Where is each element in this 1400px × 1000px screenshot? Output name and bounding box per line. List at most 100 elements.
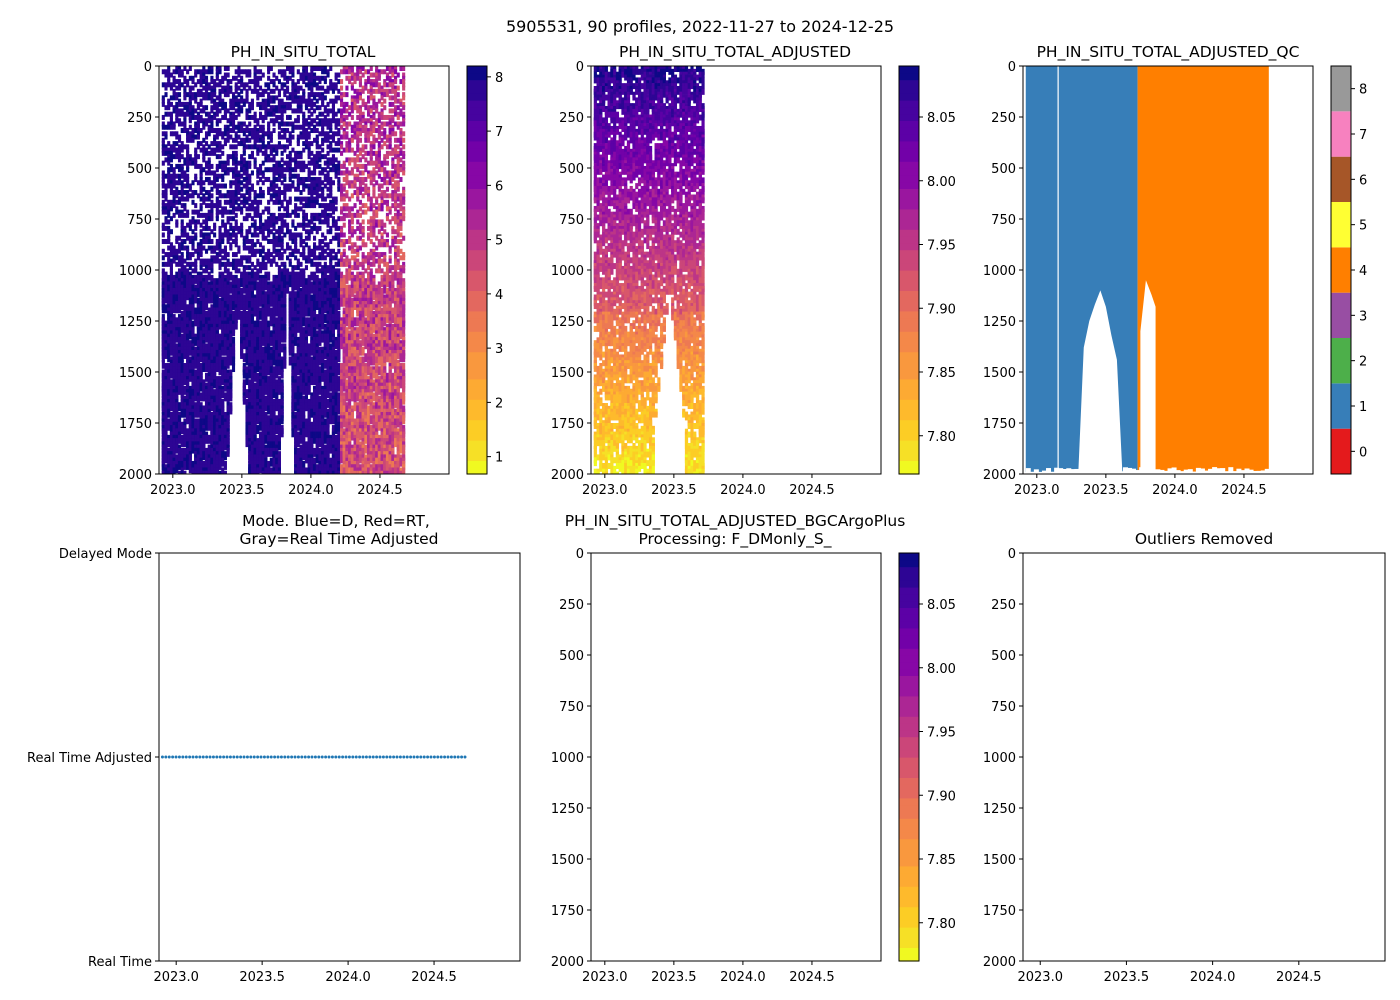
heatmap-cell xyxy=(264,434,268,444)
heatmap-cell xyxy=(196,470,200,474)
heatmap-cell xyxy=(204,261,209,267)
heatmap-cell xyxy=(321,92,325,98)
heatmap-cell xyxy=(194,98,198,104)
heatmap-cell xyxy=(213,297,217,307)
heatmap-cell xyxy=(186,82,190,88)
heatmap-cell xyxy=(264,154,268,160)
heatmap-cell xyxy=(191,75,195,81)
heatmap-cell xyxy=(267,157,271,163)
heatmap-cell xyxy=(204,176,209,182)
heatmap-cell xyxy=(180,128,184,134)
heatmap-cell xyxy=(258,310,263,320)
heatmap-cell xyxy=(261,101,265,107)
heatmap-cell xyxy=(294,212,298,218)
heatmap-cell xyxy=(223,359,227,369)
heatmap-cell xyxy=(213,203,217,209)
heatmap-cell xyxy=(175,186,179,192)
heatmap-cell xyxy=(339,114,344,120)
heatmap-cell xyxy=(331,137,335,143)
heatmap-cell xyxy=(177,180,182,186)
heatmap-cell xyxy=(207,92,211,98)
heatmap-cell xyxy=(261,222,265,228)
heatmap-cell xyxy=(213,346,217,356)
heatmap-cell xyxy=(242,101,246,107)
heatmap-cell xyxy=(323,349,327,359)
heatmap-cell xyxy=(210,206,214,212)
heatmap-cell xyxy=(331,167,335,173)
heatmap-cell xyxy=(161,101,165,107)
heatmap-cell xyxy=(264,369,268,379)
heatmap-cell xyxy=(196,128,200,134)
heatmap-cell xyxy=(304,222,308,228)
heatmap-cell xyxy=(294,310,298,320)
heatmap-cell xyxy=(326,108,330,114)
heatmap-cell xyxy=(215,147,219,153)
heatmap-cell xyxy=(180,232,184,238)
heatmap-cell xyxy=(253,134,257,140)
heatmap-cell xyxy=(207,421,211,431)
heatmap-cell xyxy=(164,209,168,215)
heatmap-cell xyxy=(234,173,238,179)
heatmap-cell xyxy=(248,196,252,202)
heatmap-cell xyxy=(294,372,298,382)
heatmap-cell xyxy=(186,209,190,215)
heatmap-cell xyxy=(269,229,273,235)
heatmap-cell xyxy=(223,421,227,431)
heatmap-cell xyxy=(258,333,263,343)
heatmap-cell xyxy=(329,444,333,454)
heatmap-cell xyxy=(337,454,341,464)
heatmap-cell xyxy=(226,333,230,343)
heatmap-cell xyxy=(229,382,233,392)
heatmap-cell xyxy=(191,379,195,389)
heatmap-cell xyxy=(240,79,244,85)
heatmap-cell xyxy=(323,95,327,101)
heatmap-cell xyxy=(194,114,198,120)
heatmap-cell xyxy=(288,346,292,356)
heatmap-cell xyxy=(188,111,192,117)
heatmap-cell xyxy=(204,363,209,373)
heatmap-cell xyxy=(240,232,244,238)
heatmap-cell xyxy=(175,118,179,124)
heatmap-cell xyxy=(180,212,184,218)
heatmap-cell xyxy=(304,255,308,261)
heatmap-cell xyxy=(213,88,217,94)
heatmap-cell xyxy=(196,193,200,199)
heatmap-cell xyxy=(237,170,241,176)
heatmap-cell xyxy=(310,105,314,111)
heatmap-cell xyxy=(267,111,271,117)
heatmap-cell xyxy=(194,147,198,153)
heatmap-cell xyxy=(199,176,203,182)
heatmap-cell xyxy=(175,105,179,111)
heatmap-cell xyxy=(283,261,287,267)
heatmap-cell xyxy=(312,376,317,386)
heatmap-cell xyxy=(283,268,287,274)
heatmap-cell xyxy=(194,392,198,402)
heatmap-cell xyxy=(275,147,279,153)
heatmap-cell xyxy=(180,121,184,127)
heatmap-cell xyxy=(304,199,308,205)
heatmap-cell xyxy=(164,467,168,474)
heatmap-cell xyxy=(183,114,187,120)
heatmap-cell xyxy=(256,212,260,218)
heatmap-cell xyxy=(296,134,300,140)
heatmap-cell xyxy=(175,271,179,281)
heatmap-cell xyxy=(312,82,317,88)
heatmap-cell xyxy=(204,225,209,231)
heatmap-cell xyxy=(250,314,254,324)
heatmap-cell xyxy=(237,92,241,98)
heatmap-cell xyxy=(256,137,260,143)
heatmap-cell xyxy=(186,255,190,261)
heatmap-cell xyxy=(315,454,319,464)
heatmap-cell xyxy=(167,69,171,75)
heatmap-cell xyxy=(337,167,341,173)
heatmap-cell xyxy=(296,105,300,111)
heatmap-cell xyxy=(323,268,327,274)
heatmap-cell xyxy=(250,467,254,474)
heatmap-cell xyxy=(277,196,281,202)
heatmap-cell xyxy=(326,418,330,428)
heatmap-cell xyxy=(291,183,295,189)
heatmap-cell xyxy=(334,307,338,317)
heatmap-cell xyxy=(215,82,219,88)
heatmap-cell xyxy=(291,222,295,228)
heatmap-cell xyxy=(177,163,182,169)
